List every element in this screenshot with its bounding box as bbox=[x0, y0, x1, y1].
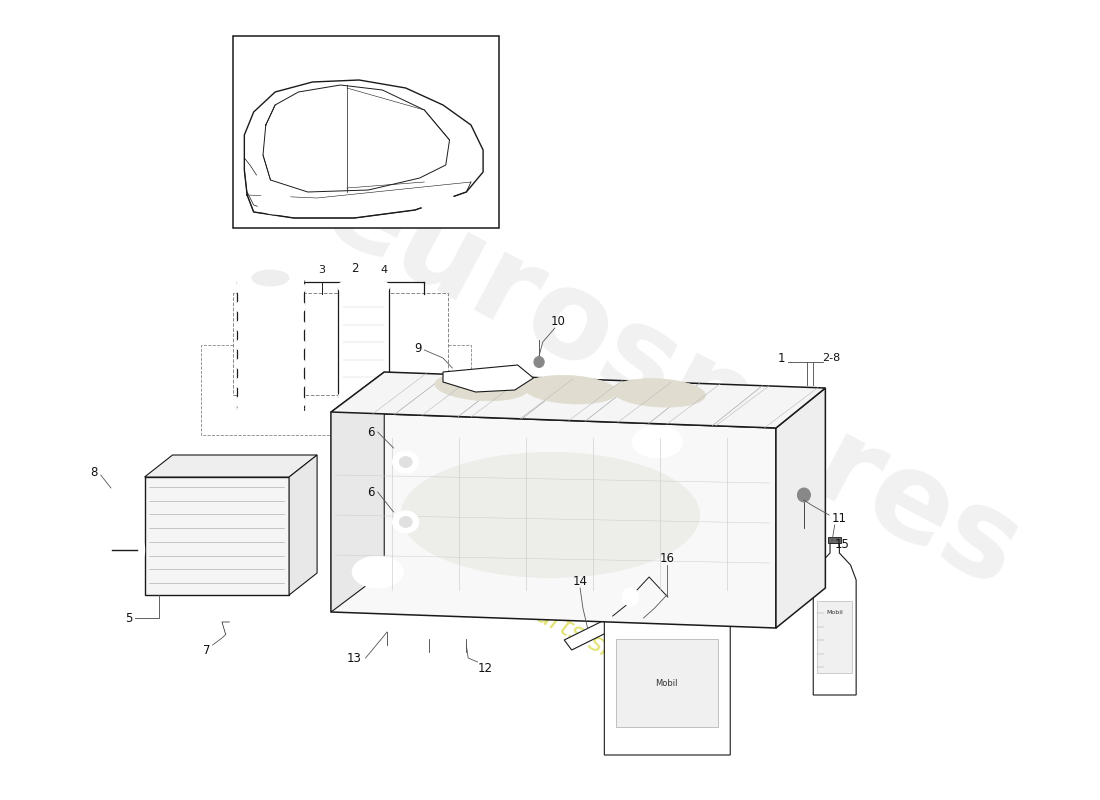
Text: Mobil: Mobil bbox=[656, 678, 678, 687]
Text: 7: 7 bbox=[204, 643, 211, 657]
Circle shape bbox=[460, 626, 472, 638]
Ellipse shape bbox=[338, 278, 389, 297]
Text: 15: 15 bbox=[835, 538, 849, 551]
Polygon shape bbox=[564, 616, 620, 650]
Ellipse shape bbox=[235, 314, 306, 338]
Bar bbox=[236, 280, 304, 410]
Ellipse shape bbox=[613, 378, 705, 407]
Ellipse shape bbox=[539, 470, 590, 502]
Ellipse shape bbox=[524, 375, 617, 404]
Text: 10: 10 bbox=[550, 315, 565, 328]
Bar bbox=[233, 293, 448, 395]
Circle shape bbox=[111, 479, 135, 505]
Text: 4: 4 bbox=[381, 265, 388, 275]
Circle shape bbox=[534, 357, 544, 367]
Ellipse shape bbox=[338, 387, 389, 406]
Ellipse shape bbox=[393, 451, 419, 473]
Bar bbox=[144, 477, 289, 595]
Ellipse shape bbox=[235, 333, 306, 358]
Ellipse shape bbox=[631, 426, 683, 458]
Ellipse shape bbox=[235, 370, 306, 396]
Bar bbox=[817, 601, 852, 673]
Bar bbox=[233, 36, 499, 228]
Text: 16: 16 bbox=[659, 552, 674, 565]
Bar bbox=[338, 287, 389, 397]
Circle shape bbox=[798, 488, 811, 502]
Ellipse shape bbox=[399, 457, 412, 467]
Text: 11: 11 bbox=[832, 511, 847, 525]
Bar bbox=[828, 537, 842, 543]
Text: 12: 12 bbox=[477, 662, 493, 674]
Text: 2: 2 bbox=[351, 262, 359, 275]
Text: 5: 5 bbox=[125, 611, 132, 625]
Ellipse shape bbox=[236, 266, 304, 294]
Ellipse shape bbox=[235, 351, 306, 377]
Ellipse shape bbox=[428, 197, 449, 210]
Ellipse shape bbox=[352, 556, 404, 588]
Ellipse shape bbox=[420, 192, 456, 214]
Ellipse shape bbox=[235, 275, 306, 301]
Ellipse shape bbox=[252, 270, 289, 286]
Text: eurospares: eurospares bbox=[302, 147, 1041, 613]
Circle shape bbox=[381, 618, 393, 631]
Ellipse shape bbox=[402, 453, 700, 578]
Polygon shape bbox=[331, 372, 825, 428]
Text: 2-8: 2-8 bbox=[823, 353, 840, 363]
Ellipse shape bbox=[393, 511, 419, 533]
Text: a passion for parts since 1985: a passion for parts since 1985 bbox=[359, 510, 723, 720]
Ellipse shape bbox=[446, 513, 496, 545]
Text: 8: 8 bbox=[90, 466, 98, 478]
Text: 14: 14 bbox=[573, 575, 587, 588]
Circle shape bbox=[422, 626, 436, 638]
Ellipse shape bbox=[399, 517, 412, 527]
Text: 1: 1 bbox=[778, 351, 785, 365]
Polygon shape bbox=[813, 543, 856, 695]
Ellipse shape bbox=[257, 192, 293, 214]
Text: 6: 6 bbox=[367, 486, 375, 498]
Text: 9: 9 bbox=[414, 342, 421, 354]
Ellipse shape bbox=[418, 321, 431, 363]
Circle shape bbox=[117, 485, 130, 499]
Ellipse shape bbox=[236, 396, 304, 424]
Polygon shape bbox=[604, 593, 730, 755]
Polygon shape bbox=[776, 388, 825, 628]
Polygon shape bbox=[443, 365, 534, 392]
Polygon shape bbox=[331, 372, 384, 612]
Ellipse shape bbox=[130, 536, 144, 564]
Circle shape bbox=[623, 588, 639, 606]
Bar bbox=[616, 639, 718, 727]
Text: Mobil: Mobil bbox=[826, 610, 843, 615]
Text: 3: 3 bbox=[318, 265, 326, 275]
Polygon shape bbox=[289, 455, 317, 595]
Text: 13: 13 bbox=[346, 651, 362, 665]
Ellipse shape bbox=[235, 390, 306, 414]
Polygon shape bbox=[331, 412, 776, 628]
Circle shape bbox=[220, 622, 232, 634]
Text: 6: 6 bbox=[367, 426, 375, 438]
Ellipse shape bbox=[265, 197, 285, 210]
Polygon shape bbox=[144, 455, 317, 477]
Ellipse shape bbox=[235, 294, 306, 319]
Ellipse shape bbox=[436, 372, 528, 401]
